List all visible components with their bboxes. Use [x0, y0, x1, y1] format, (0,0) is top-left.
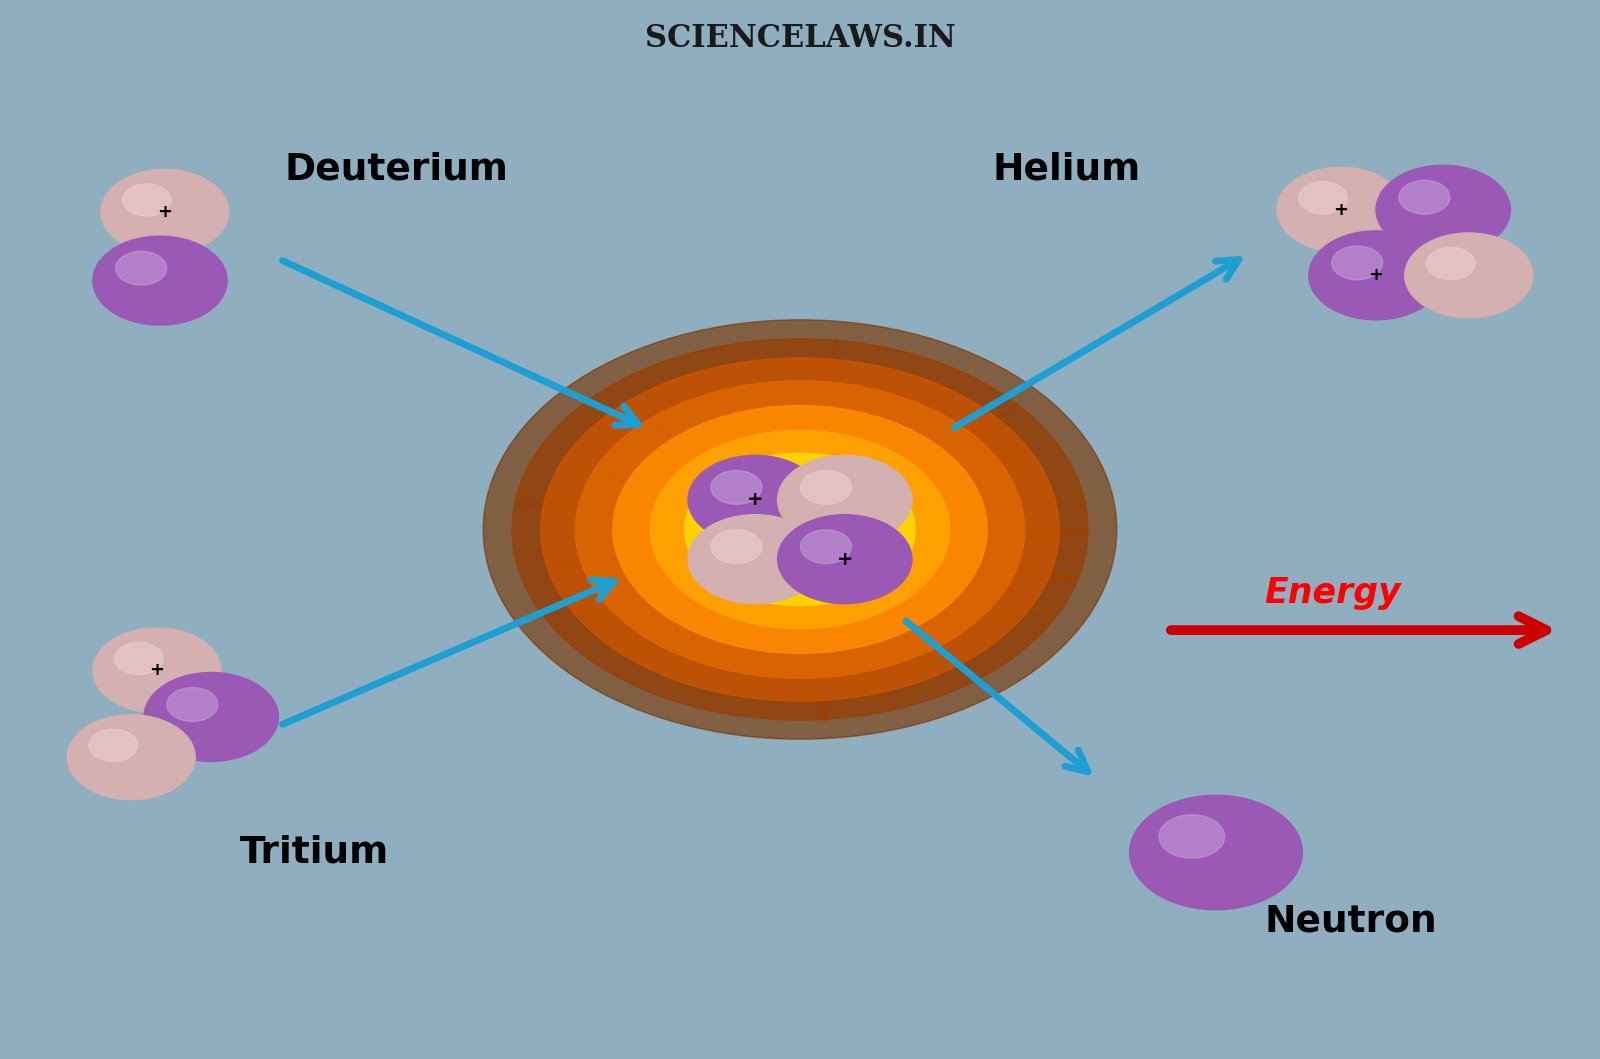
- Circle shape: [778, 515, 912, 604]
- Circle shape: [90, 730, 138, 761]
- Circle shape: [800, 470, 851, 504]
- Circle shape: [1331, 246, 1382, 280]
- Circle shape: [800, 530, 851, 563]
- Circle shape: [778, 455, 912, 544]
- Circle shape: [710, 470, 762, 504]
- Circle shape: [115, 251, 166, 285]
- Circle shape: [67, 715, 195, 800]
- Circle shape: [714, 472, 886, 587]
- Text: Helium: Helium: [992, 151, 1141, 187]
- Text: +: +: [157, 203, 173, 220]
- Circle shape: [93, 628, 221, 713]
- Text: +: +: [149, 662, 165, 679]
- Circle shape: [1427, 248, 1475, 280]
- Text: Tritium: Tritium: [240, 834, 389, 870]
- Circle shape: [483, 320, 1117, 739]
- Circle shape: [115, 643, 163, 675]
- Text: SCIENCELAWS.IN: SCIENCELAWS.IN: [645, 23, 955, 54]
- Text: +: +: [837, 550, 853, 569]
- Circle shape: [123, 184, 171, 216]
- Circle shape: [512, 339, 1088, 720]
- Circle shape: [1309, 231, 1443, 320]
- Text: Deuterium: Deuterium: [285, 151, 509, 187]
- Text: +: +: [1333, 201, 1349, 218]
- Text: +: +: [747, 490, 763, 509]
- Circle shape: [1398, 180, 1450, 214]
- Circle shape: [1405, 233, 1533, 318]
- Circle shape: [650, 430, 950, 629]
- Circle shape: [166, 687, 218, 721]
- Circle shape: [576, 381, 1024, 678]
- Circle shape: [685, 453, 915, 606]
- Circle shape: [101, 169, 229, 254]
- Circle shape: [1376, 165, 1510, 254]
- Circle shape: [1130, 795, 1302, 910]
- Text: +: +: [1368, 267, 1384, 284]
- Circle shape: [710, 530, 762, 563]
- Text: Neutron: Neutron: [1264, 903, 1437, 939]
- Circle shape: [541, 358, 1059, 701]
- Circle shape: [1158, 814, 1224, 858]
- Circle shape: [93, 236, 227, 325]
- Circle shape: [144, 672, 278, 761]
- Circle shape: [688, 455, 822, 544]
- Circle shape: [742, 491, 858, 568]
- Text: Energy: Energy: [1264, 576, 1400, 610]
- Circle shape: [613, 406, 987, 653]
- Circle shape: [771, 510, 829, 549]
- Circle shape: [688, 515, 822, 604]
- Circle shape: [1299, 182, 1347, 214]
- Circle shape: [1277, 167, 1405, 252]
